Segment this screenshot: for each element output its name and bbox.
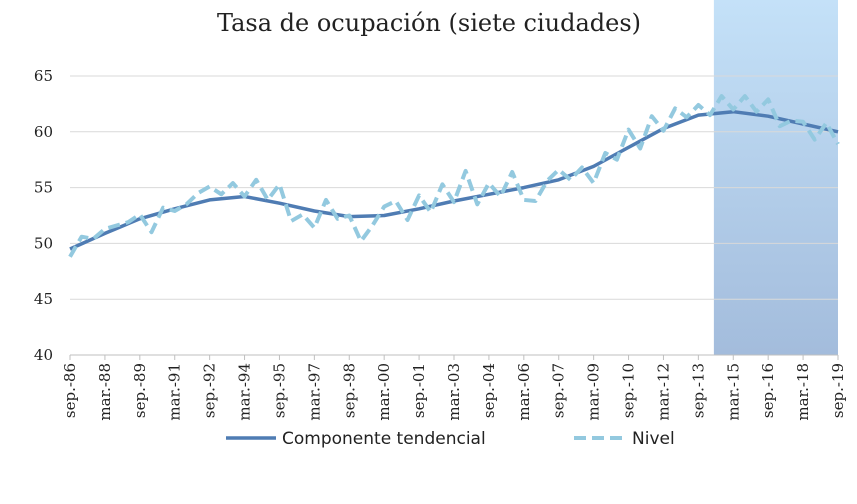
chart-title: Tasa de ocupación (siete ciudades) <box>217 9 641 37</box>
y-tick-label: 40 <box>34 346 53 364</box>
x-tick-label: sep.-89 <box>131 363 149 418</box>
x-tick-label: mar.-18 <box>794 363 812 421</box>
x-tick-label: mar.-09 <box>585 363 603 421</box>
x-tick-label: mar.-91 <box>166 363 184 421</box>
x-tick-label: sep.-92 <box>201 363 219 418</box>
x-tick-label: sep.-16 <box>759 363 777 418</box>
x-tick-label: mar.-94 <box>236 363 254 421</box>
x-tick-label: mar.-15 <box>724 363 742 421</box>
x-tick-label: sep.-95 <box>270 363 288 418</box>
x-tick-label: mar.-00 <box>375 363 393 421</box>
x-tick-label: sep.-98 <box>340 363 358 418</box>
y-tick-label: 60 <box>34 123 53 141</box>
x-tick-label: sep.-01 <box>410 363 428 418</box>
x-tick-label: sep.-13 <box>689 363 707 418</box>
y-tick-label: 55 <box>34 179 53 197</box>
nivel-line <box>68 94 840 258</box>
y-tick-label: 45 <box>34 290 53 308</box>
x-tick-label: mar.-12 <box>654 363 672 421</box>
x-tick-label: sep.-10 <box>620 363 638 418</box>
shaded-period <box>713 0 838 355</box>
y-tick-label: 65 <box>34 67 53 85</box>
x-tick-label: sep.-07 <box>550 363 568 418</box>
x-tick-label: mar.-06 <box>515 363 533 421</box>
legend-trend-label: Componente tendencial <box>282 429 486 449</box>
y-tick-label: 50 <box>34 234 53 252</box>
legend-nivel-label: Nivel <box>632 429 675 449</box>
x-tick-label: sep.-86 <box>61 363 79 418</box>
x-tick-label: sep.-04 <box>480 363 498 418</box>
x-tick-label: mar.-03 <box>445 363 463 421</box>
x-tick-label: mar.-97 <box>305 363 323 421</box>
x-tick-label: mar.-88 <box>96 363 114 421</box>
x-tick-label: sep.-19 <box>829 363 847 418</box>
